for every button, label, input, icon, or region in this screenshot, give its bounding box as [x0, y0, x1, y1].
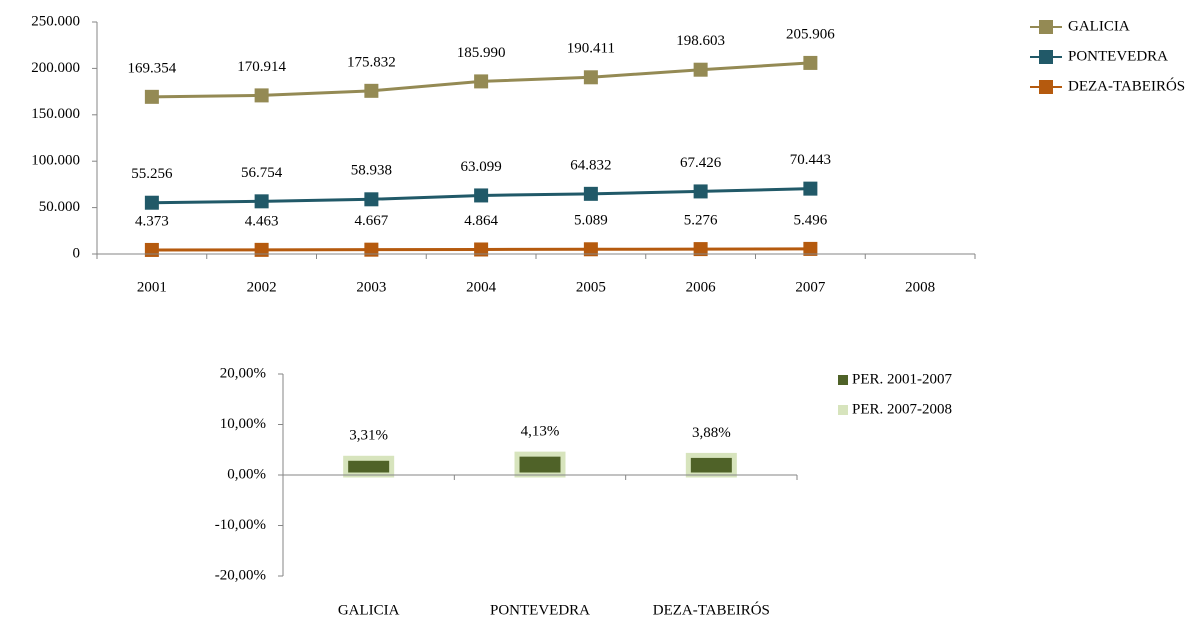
- y-tick-label: 50.000: [39, 199, 80, 215]
- data-label: 185.990: [457, 45, 506, 61]
- marker: [364, 83, 379, 98]
- data-label: 4,13%: [521, 424, 560, 440]
- bar: [685, 452, 737, 478]
- x-tick-label: 2003: [356, 279, 386, 295]
- marker: [474, 74, 489, 89]
- data-label: 169.354: [128, 60, 177, 76]
- y-tick-label: -20,00%: [215, 567, 266, 583]
- y-tick-label: 250.000: [31, 13, 80, 29]
- data-label: 63.099: [461, 159, 502, 175]
- data-label: 3,31%: [349, 428, 388, 444]
- x-tick-label: 2001: [137, 279, 167, 295]
- marker: [144, 89, 159, 104]
- data-label: 4.864: [464, 213, 498, 229]
- marker: [474, 188, 489, 203]
- y-tick-label: 0: [73, 245, 81, 261]
- legend-label: PONTEVEDRA: [1068, 48, 1168, 64]
- legend-label: PER. 2007-2008: [852, 401, 952, 417]
- x-tick-label: GALICIA: [338, 602, 400, 618]
- data-label: 5.496: [794, 212, 828, 228]
- y-tick-label: 10,00%: [220, 416, 266, 432]
- marker: [583, 70, 598, 85]
- data-label: 58.938: [351, 163, 392, 179]
- data-label: 70.443: [790, 152, 831, 168]
- x-tick-label: 2004: [466, 279, 497, 295]
- marker: [364, 242, 379, 257]
- marker: [693, 184, 708, 199]
- data-label: 190.411: [567, 41, 615, 57]
- marker: [693, 242, 708, 257]
- marker: [803, 181, 818, 196]
- marker: [254, 88, 269, 103]
- data-label: 3,88%: [692, 425, 731, 441]
- y-tick-label: 200.000: [31, 60, 80, 76]
- data-label: 5.089: [574, 213, 608, 229]
- x-tick-label: PONTEVEDRA: [490, 602, 590, 618]
- data-label: 4.667: [355, 213, 389, 229]
- legend-swatch: [838, 405, 848, 415]
- y-tick-label: 150.000: [31, 106, 80, 122]
- data-label: 55.256: [131, 166, 173, 182]
- y-tick-label: 20,00%: [220, 365, 266, 381]
- x-tick-label: 2002: [247, 279, 277, 295]
- data-label: 64.832: [570, 157, 611, 173]
- data-label: 175.832: [347, 54, 396, 70]
- data-label: 56.754: [241, 165, 283, 181]
- marker: [144, 242, 159, 257]
- x-tick-label: 2005: [576, 279, 606, 295]
- legend-marker: [1039, 20, 1053, 34]
- legend-marker: [1039, 80, 1053, 94]
- y-tick-label: 100.000: [31, 153, 80, 169]
- x-tick-label: 2008: [905, 279, 935, 295]
- data-label: 198.603: [676, 33, 725, 49]
- marker: [254, 194, 269, 209]
- marker: [144, 195, 159, 210]
- y-tick-label: 0,00%: [227, 466, 266, 482]
- legend-label: PER. 2001-2007: [852, 371, 953, 387]
- data-label: 205.906: [786, 26, 835, 42]
- data-label: 4.373: [135, 213, 169, 229]
- bar: [514, 451, 566, 478]
- data-label: 67.426: [680, 155, 722, 171]
- x-tick-label: 2007: [795, 279, 826, 295]
- marker: [583, 242, 598, 257]
- marker: [803, 55, 818, 70]
- marker: [254, 242, 269, 257]
- x-tick-label: 2006: [686, 279, 717, 295]
- data-label: 170.914: [237, 59, 286, 75]
- marker: [693, 62, 708, 77]
- marker: [803, 241, 818, 256]
- legend-label: DEZA-TABEIRÓS: [1068, 77, 1185, 94]
- legend-marker: [1039, 50, 1053, 64]
- marker: [474, 242, 489, 257]
- y-tick-label: -10,00%: [215, 517, 266, 533]
- data-label: 4.463: [245, 213, 279, 229]
- marker: [364, 192, 379, 207]
- data-label: 5.276: [684, 213, 718, 229]
- legend-swatch: [838, 375, 848, 385]
- legend-label: GALICIA: [1068, 18, 1130, 34]
- x-tick-label: DEZA-TABEIRÓS: [653, 601, 770, 618]
- marker: [583, 186, 598, 201]
- bar: [343, 455, 395, 478]
